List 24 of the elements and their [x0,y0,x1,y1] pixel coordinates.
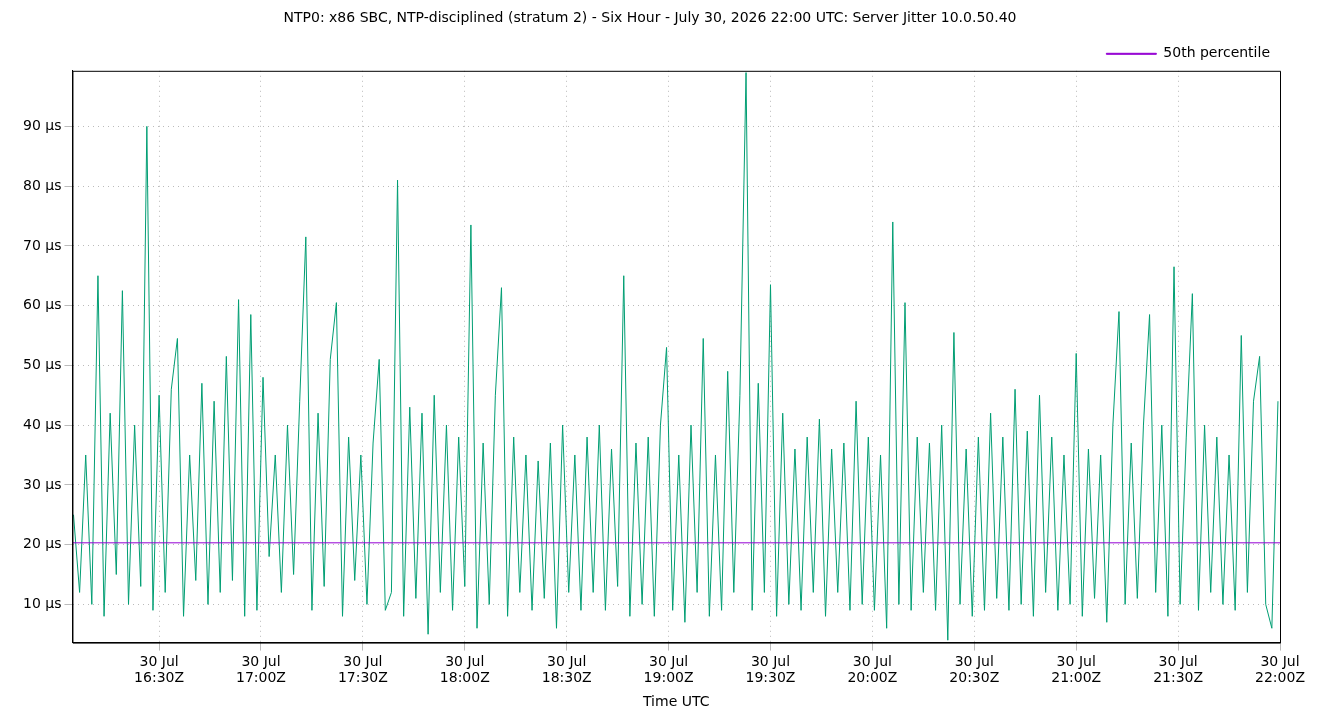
x-tick-label: 30 Jul 20:00Z [847,652,898,686]
x-tick-label: 30 Jul 19:00Z [643,652,694,686]
y-tick-label: 90 µs [23,117,62,134]
x-tick-label: 30 Jul 17:00Z [236,652,286,686]
x-tick-label: 30 Jul 21:30Z [1153,652,1204,686]
y-tick-label: 50 µs [23,356,62,372]
y-tick-label: 30 µs [23,475,62,492]
x-tick-label: 30 Jul 17:30Z [337,652,388,686]
x-tick-label: 30 Jul 18:30Z [541,652,592,686]
y-tick-label: 10 µs [23,595,62,611]
x-tick-label: 30 Jul 21:00Z [1051,652,1102,686]
legend-label: 50th percentile [1163,44,1270,61]
x-tick-label: 30 Jul 19:30Z [745,652,796,686]
x-tick-label: 30 Jul 18:00Z [439,652,490,686]
x-tick-label: 30 Jul 16:30Z [134,652,185,686]
x-axis-title: Time UTC [642,693,710,710]
chart-title: NTP0: x86 SBC, NTP-disciplined (stratum 2) - Six Hour - July 30, 2026 22:00 UTC: Server Jitter 10.0.50.40 [283,9,1017,26]
y-tick-label: 70 µs [23,236,62,253]
y-tick-label: 20 µs [23,535,62,552]
x-tick-label: 30 Jul 22:00Z [1255,652,1305,686]
y-tick-label: 40 µs [23,415,62,432]
x-tick-label: 30 Jul 20:30Z [949,652,1000,686]
y-tick-label: 60 µs [23,296,62,313]
y-tick-label: 80 µs [23,176,62,193]
